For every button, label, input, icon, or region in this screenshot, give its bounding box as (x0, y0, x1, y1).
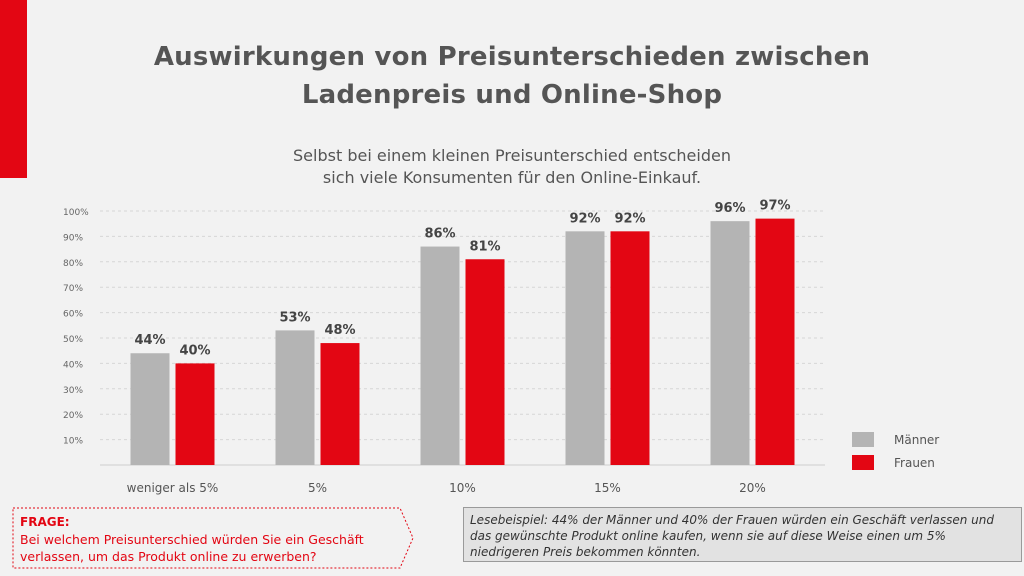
bar-women (755, 218, 795, 465)
x-category-label: 5% (308, 481, 327, 495)
legend-label-men: Männer (894, 432, 940, 447)
question-box: FRAGE: Bei welchem Preisunterschied würd… (12, 507, 414, 569)
x-category-label: weniger als 5% (127, 481, 219, 495)
question-box-border (12, 507, 414, 569)
data-label: 92% (614, 211, 645, 226)
bar-men (275, 330, 315, 465)
y-tick-label: 40% (63, 360, 83, 370)
subtitle-line-2: sich viele Konsumenten für den Online-Ei… (322, 168, 702, 187)
x-category-label: 15% (594, 481, 621, 495)
y-tick-label: 30% (63, 386, 83, 396)
data-label: 44% (134, 333, 165, 348)
y-tick-label: 90% (63, 233, 83, 243)
x-category-label: 10% (449, 481, 476, 495)
bar-men (420, 246, 460, 465)
subtitle-line-1: Selbst bei einem kleinen Preisunterschie… (293, 146, 731, 165)
legend-swatch-men (852, 432, 874, 447)
legend-item-men: Männer (852, 428, 939, 451)
question-heading: FRAGE: (20, 515, 70, 529)
y-tick-label: 50% (63, 335, 83, 345)
bar-men (565, 231, 605, 465)
reading-example-box: Lesebeispiel: 44% der Männer und 40% der… (463, 507, 1022, 562)
page-title: Auswirkungen von Preisunterschieden zwis… (0, 38, 1024, 114)
data-label: 53% (279, 310, 310, 325)
bar-women (175, 363, 215, 465)
y-tick-label: 10% (63, 437, 83, 447)
reading-example-text: : 44% der Männer und 40% der Frauen würd… (470, 513, 994, 559)
chart-subtitle: Selbst bei einem kleinen Preisunterschie… (0, 145, 1024, 189)
data-label: 92% (569, 211, 600, 226)
reading-example-label: Lesebeispiel (470, 513, 544, 527)
data-label: 48% (324, 323, 355, 338)
accent-bar (0, 0, 27, 178)
y-tick-label: 60% (63, 310, 83, 320)
y-tick-label: 70% (63, 284, 83, 294)
bar-women (610, 231, 650, 465)
legend: Männer Frauen (852, 428, 939, 474)
title-line-2: Ladenpreis und Online-Shop (301, 80, 723, 110)
data-label: 81% (469, 239, 500, 254)
data-label: 97% (759, 199, 790, 214)
x-category-label: 20% (739, 481, 766, 495)
data-label: 96% (714, 201, 745, 216)
bar-men (710, 221, 750, 465)
question-text: Bei welchem Preisunterschied würden Sie … (20, 531, 400, 565)
question-line-1: Bei welchem Preisunterschied würden Sie … (20, 532, 364, 547)
y-tick-label: 80% (63, 259, 83, 269)
bar-women (465, 259, 505, 465)
legend-label-women: Frauen (894, 455, 935, 470)
legend-item-women: Frauen (852, 451, 939, 474)
y-tick-label: 100% (63, 208, 89, 218)
bar-women (320, 343, 360, 465)
question-line-2: verlassen, um das Produkt online zu erwe… (20, 549, 317, 564)
data-label: 40% (179, 343, 210, 358)
title-line-1: Auswirkungen von Preisunterschieden zwis… (153, 42, 871, 72)
y-tick-label: 20% (63, 411, 83, 421)
bar-men (130, 353, 170, 465)
legend-swatch-women (852, 455, 874, 470)
data-label: 86% (424, 227, 455, 242)
